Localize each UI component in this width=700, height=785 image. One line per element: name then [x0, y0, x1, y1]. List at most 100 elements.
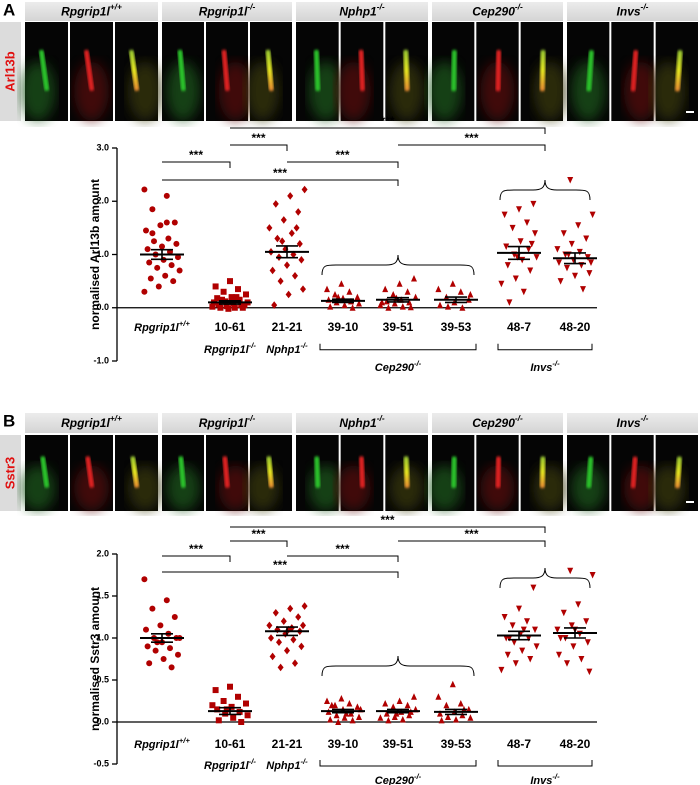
- y-axis-title: normalised Arl13b amount: [88, 179, 102, 330]
- data-point: [171, 614, 178, 620]
- x-tick-label: 39-53: [441, 320, 472, 334]
- channel-label: Arl13b: [2, 51, 17, 92]
- data-point: [512, 275, 519, 282]
- cilium: [630, 456, 638, 489]
- data-point: [498, 666, 505, 674]
- header-label-sup: -/-: [641, 2, 649, 12]
- data-point: [300, 285, 306, 293]
- header-label-sup: -/-: [247, 413, 255, 423]
- data-point: [519, 647, 526, 655]
- group-label: Invs-/-: [530, 772, 560, 785]
- data-point: [396, 697, 403, 704]
- header-label: Cep290-/-: [472, 2, 523, 19]
- data-point: [525, 635, 532, 642]
- data-point: [346, 288, 353, 295]
- data-point: [295, 208, 302, 216]
- significance-line: [230, 144, 288, 151]
- data-point: [554, 626, 561, 634]
- group-label-base: Rpgrip1l: [204, 760, 250, 772]
- data-point: [215, 301, 222, 308]
- y-axis-title: normalised Sstr3 amount: [88, 587, 102, 731]
- data-point: [272, 609, 279, 617]
- micrograph: [115, 435, 163, 512]
- data-point: [341, 714, 348, 721]
- cilium: [630, 49, 639, 92]
- data-point: [282, 245, 289, 253]
- data-point: [412, 293, 419, 301]
- cilium: [403, 456, 410, 489]
- significance-label: ***: [273, 166, 287, 180]
- header-box: [296, 413, 428, 433]
- data-point: [391, 713, 398, 720]
- data-point: [160, 656, 167, 662]
- data-point: [467, 714, 474, 721]
- data-point: [435, 693, 442, 700]
- significance-line: [398, 144, 546, 151]
- data-point: [338, 694, 345, 702]
- micrograph: [115, 22, 163, 121]
- micrograph: [567, 22, 610, 121]
- micrograph: [245, 435, 292, 512]
- micrograph-haze: [389, 465, 424, 512]
- data-point: [465, 705, 472, 713]
- data-point: [235, 286, 241, 293]
- data-point: [457, 700, 464, 707]
- data-point: [227, 683, 233, 690]
- data-point: [144, 246, 151, 253]
- data-point: [162, 272, 169, 279]
- micrograph-haze: [245, 61, 280, 121]
- data-point: [524, 618, 530, 625]
- data-point: [163, 192, 170, 199]
- data-point: [377, 714, 384, 721]
- header-label-sup: +/+: [110, 413, 122, 423]
- data-point: [349, 716, 356, 724]
- cilium: [495, 456, 502, 489]
- group-label-base: Nphp1: [266, 760, 300, 772]
- data-point: [324, 697, 330, 704]
- header-label-base: Invs: [617, 5, 641, 19]
- y-tick-label: 2.0: [96, 548, 109, 558]
- group-label-base: Rpgrip1l: [204, 344, 250, 356]
- data-point: [509, 622, 516, 629]
- cilium: [358, 49, 365, 92]
- data-point: [383, 710, 390, 717]
- data-point: [214, 295, 221, 302]
- data-point: [175, 651, 181, 658]
- data-point: [292, 659, 298, 667]
- group-label-base: Cep290: [375, 775, 415, 785]
- cilium: [313, 49, 321, 92]
- data-point: [143, 626, 149, 633]
- micrograph-haze: [166, 465, 200, 512]
- data-point: [524, 219, 530, 227]
- data-point: [512, 660, 519, 667]
- group-label: Cep290-/-: [375, 358, 422, 373]
- data-point: [243, 291, 249, 298]
- data-point: [272, 200, 279, 208]
- data-point: [568, 622, 575, 629]
- data-point: [301, 602, 308, 610]
- micrograph-haze: [480, 61, 515, 121]
- data-point: [511, 639, 518, 646]
- data-point: [567, 567, 574, 575]
- x-tick-label-base: Rpgrip1l: [134, 322, 180, 334]
- data-point: [280, 617, 287, 625]
- data-point: [530, 584, 537, 592]
- y-tick-label: 3.0: [96, 142, 109, 152]
- data-point: [168, 664, 175, 671]
- group-bracket: [319, 343, 477, 351]
- data-point: [349, 304, 356, 311]
- group-label-sup: -/-: [300, 757, 308, 766]
- significance-label: ***: [464, 527, 478, 541]
- data-point: [527, 267, 534, 274]
- data-point: [269, 266, 276, 275]
- data-point: [163, 219, 170, 226]
- x-tick-label: 48-20: [560, 737, 591, 751]
- group-bracket: [497, 343, 593, 351]
- x-tick-label: Rpgrip1l+/+: [134, 736, 190, 751]
- data-point: [220, 288, 227, 295]
- data-point: [578, 656, 585, 663]
- micrograph: [296, 22, 343, 121]
- y-tick-label: -1.0: [93, 355, 109, 365]
- micrograph: [206, 22, 253, 121]
- x-tick-label: 48-7: [507, 320, 531, 334]
